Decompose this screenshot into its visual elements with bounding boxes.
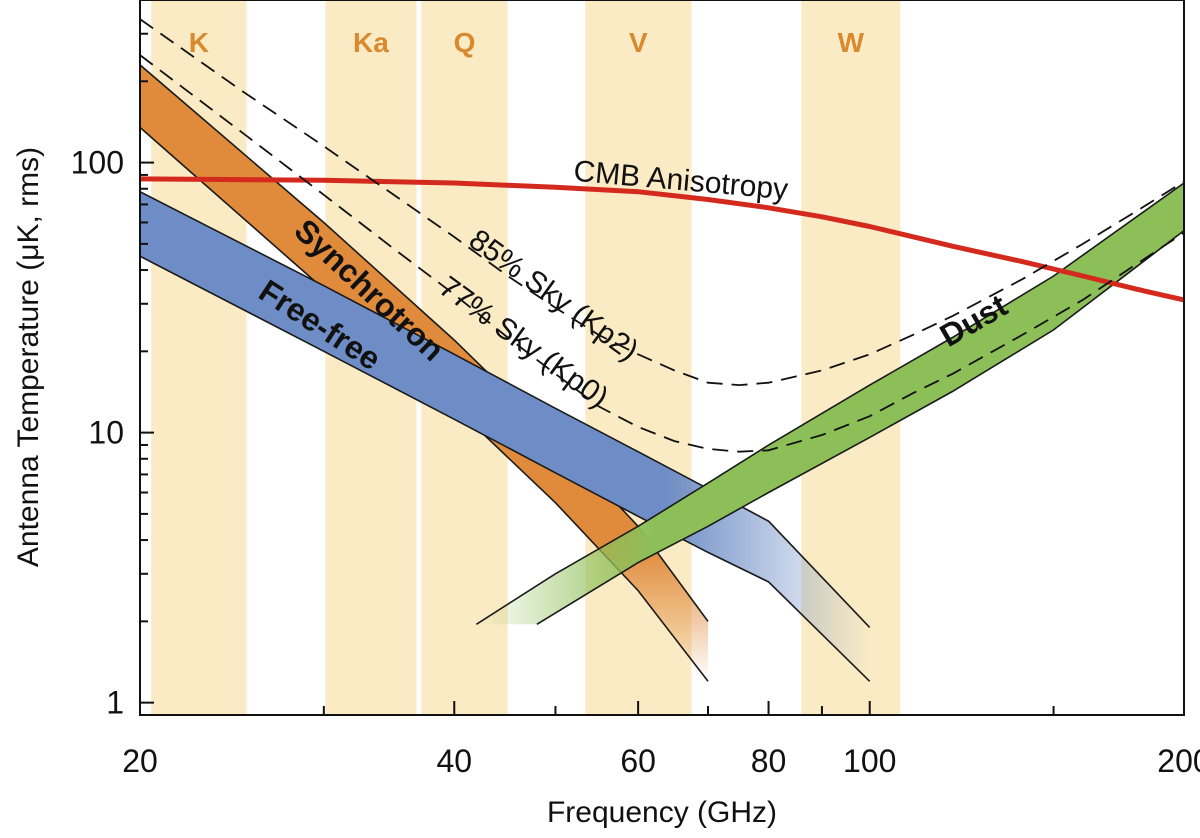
band-lower-edge-free-free — [140, 255, 871, 682]
band-fill-free-free — [140, 191, 870, 682]
y-tick-label: 10 — [88, 415, 124, 451]
series-line-85-sky-kp2 — [140, 18, 1184, 387]
band-upper-edge-free-free — [140, 190, 871, 628]
x-tick-label: 80 — [751, 743, 787, 779]
band-lower-edge-dust — [536, 229, 1184, 625]
band-label-w: W — [838, 27, 865, 58]
band-upper-edge-dust — [475, 182, 1184, 625]
x-tick-label: 200 — [1157, 743, 1200, 779]
band-label-q: Q — [454, 27, 476, 58]
x-tick-label: 60 — [620, 743, 656, 779]
series-line-77-sky-kp0 — [140, 54, 1184, 453]
x-tick-label: 20 — [122, 743, 158, 779]
x-tick-label: 40 — [436, 743, 472, 779]
plot-frame — [139, 0, 1185, 716]
band-label-v: V — [629, 27, 648, 58]
band-labels: K Ka Q V W — [189, 27, 865, 58]
band-label-ka: Ka — [353, 27, 389, 58]
x-axis-label: Frequency (GHz) — [547, 796, 777, 829]
sky-cut-curves — [140, 18, 1184, 453]
x-tick-label: 100 — [843, 743, 896, 779]
y-tick-label: 1 — [106, 685, 124, 721]
band-fill-dust — [476, 183, 1184, 625]
band-label-k: K — [189, 27, 209, 58]
foreground-components — [140, 64, 1184, 682]
y-axis-label: Antenna Temperature (μK, rms) — [12, 147, 45, 567]
series-line-cmb-anisotropy — [140, 176, 1184, 303]
band-lower-edge-synchrotron — [140, 126, 709, 682]
y-tick-label: 100 — [71, 145, 124, 181]
axis-ticks: 20 40 60 80 100 200 1 10 100 — [71, 0, 1200, 779]
